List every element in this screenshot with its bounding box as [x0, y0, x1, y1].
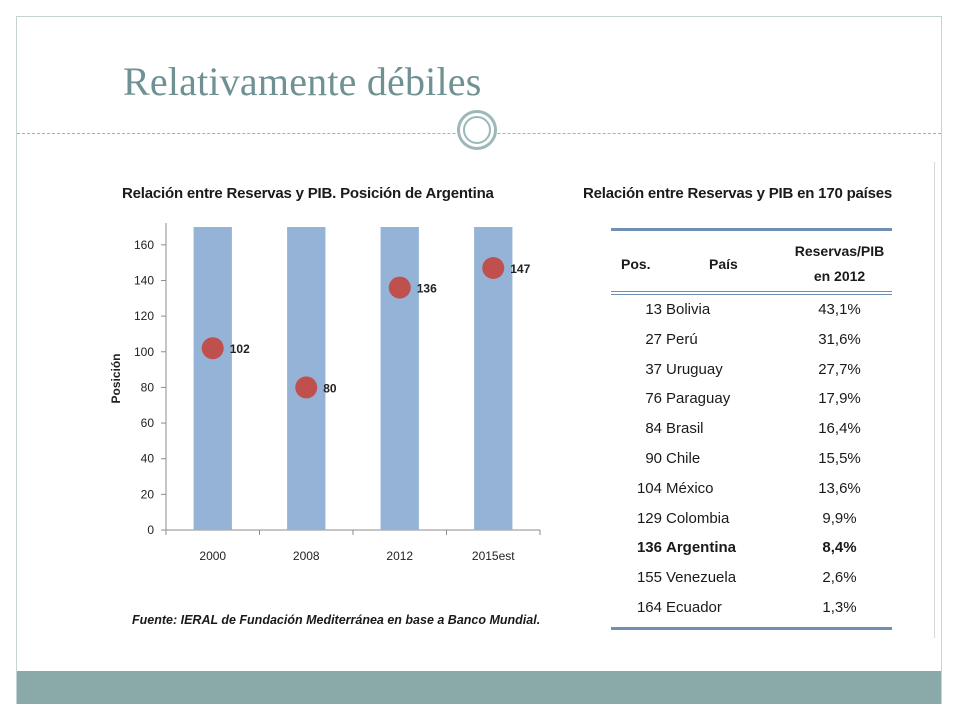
y-tick-label: 40 — [141, 452, 155, 466]
y-tick-label: 100 — [134, 345, 154, 359]
table-cell-valor: 1,3% — [822, 598, 857, 616]
slide-title: Relativamente débiles — [123, 59, 482, 104]
table-cell-pos: 37 — [645, 360, 662, 378]
x-category-label: 2008 — [293, 549, 320, 563]
chart-source-note: Fuente: IERAL de Fundación Mediterránea … — [132, 613, 541, 627]
reserves-table: Pos. País Reservas/PIB en 2012 13 Bolivia… — [611, 228, 892, 630]
table-row: 164 Ecuador 1,3% — [611, 593, 892, 623]
table-row: 90 Chile 15,5% — [611, 444, 892, 474]
table-cell-valor: 27,7% — [818, 360, 861, 378]
table-row: 27 Perú 31,6% — [611, 325, 892, 355]
header-pos: Pos. — [621, 256, 651, 272]
table-body: 13 Bolivia 43,1% 27 Perú 31,6% 37 Uruguay 27,7% 7… — [611, 295, 892, 623]
x-category-label: 2000 — [199, 549, 226, 563]
background-bar — [380, 227, 419, 530]
table-cell-pais: Perú — [666, 330, 698, 348]
table-cell-valor: 16,4% — [818, 420, 861, 438]
table-cell-valor: 43,1% — [818, 301, 861, 318]
table-cell-pos: 84 — [645, 420, 662, 438]
footer-accent-bar — [17, 671, 941, 704]
table-header: Pos. País Reservas/PIB en 2012 — [611, 231, 892, 291]
header-reservas: Reservas/PIB en 2012 — [787, 239, 892, 289]
table-top-rule — [611, 228, 892, 231]
table-cell-pais: Chile — [666, 449, 701, 467]
position-marker — [482, 256, 505, 279]
y-tick-label: 80 — [141, 380, 155, 394]
data-label: 136 — [417, 282, 437, 296]
y-tick-label: 140 — [134, 273, 154, 287]
table-cell-pais: Uruguay — [666, 360, 723, 378]
table-cell-pais: Ecuador — [666, 598, 722, 616]
table-cell-pais: Colombia — [666, 509, 730, 527]
x-category-label: 2012 — [386, 549, 413, 563]
table-cell-pais: México — [666, 479, 714, 497]
divider-ring-ornament — [457, 110, 497, 150]
table-cell-pais: Paraguay — [666, 390, 731, 408]
table-row: 129 Colombia 9,9% — [611, 504, 892, 534]
data-label: 80 — [323, 381, 337, 395]
table-cell-pos: 76 — [645, 390, 662, 408]
y-tick-label: 0 — [147, 523, 154, 537]
image-edge-line — [934, 162, 935, 638]
background-bar — [193, 227, 232, 530]
position-chart: 0 20 40 60 80 100 120 140 160 Posición 2000 2008 201… — [109, 223, 541, 563]
table-cell-valor: 8,4% — [822, 539, 857, 557]
table-cell-valor: 9,9% — [822, 509, 857, 527]
table-cell-pos: 104 — [636, 479, 662, 497]
y-tick-label: 60 — [141, 416, 155, 430]
table-row: 84 Brasil 16,4% — [611, 414, 892, 444]
position-marker — [388, 276, 411, 299]
table-cell-pais: Bolivia — [666, 301, 711, 318]
table-cell-valor: 17,9% — [818, 390, 861, 408]
table-row: 136 Argentina 8,4% — [611, 533, 892, 563]
table-cell-pais: Brasil — [666, 420, 704, 438]
y-axis-label: Posición — [109, 353, 123, 403]
position-marker — [295, 376, 318, 399]
y-tick-label: 120 — [134, 309, 154, 323]
table-bottom-rule — [611, 626, 892, 630]
table-title: Relación entre Reservas y PIB en 170 paí… — [583, 185, 893, 202]
table-header-rule — [611, 291, 892, 295]
data-label: 102 — [230, 342, 250, 356]
table-cell-pos: 27 — [645, 330, 662, 348]
y-tick-label: 20 — [141, 487, 155, 501]
header-pais: País — [709, 256, 738, 272]
table-cell-pos: 155 — [636, 569, 662, 587]
table-cell-pos: 13 — [645, 301, 662, 318]
table-cell-pais: Venezuela — [666, 569, 737, 587]
table-cell-pos: 136 — [636, 539, 662, 557]
table-row: 104 México 13,6% — [611, 474, 892, 504]
header-reservas-line1: Reservas/PIB — [794, 243, 885, 259]
table-cell-pos: 129 — [636, 509, 662, 527]
table-cell-pos: 90 — [645, 449, 662, 467]
table-row: 13 Bolivia 43,1% — [611, 295, 892, 325]
data-label: 147 — [510, 262, 530, 276]
table-row: 37 Uruguay 27,7% — [611, 355, 892, 385]
x-category-label: 2015est — [472, 549, 515, 563]
table-row: 76 Paraguay 17,9% — [611, 384, 892, 414]
table-cell-valor: 2,6% — [822, 569, 857, 587]
table-cell-valor: 31,6% — [818, 330, 861, 348]
position-marker — [201, 337, 224, 360]
table-cell-valor: 15,5% — [818, 449, 861, 467]
table-cell-valor: 13,6% — [818, 479, 861, 497]
header-reservas-line2: en 2012 — [813, 268, 866, 284]
y-tick-label: 160 — [134, 238, 154, 252]
table-cell-pos: 164 — [636, 598, 662, 616]
table-row: 155 Venezuela 2,6% — [611, 563, 892, 593]
table-cell-pais: Argentina — [666, 539, 737, 557]
chart-title: Relación entre Reservas y PIB. Posición … — [122, 185, 494, 202]
